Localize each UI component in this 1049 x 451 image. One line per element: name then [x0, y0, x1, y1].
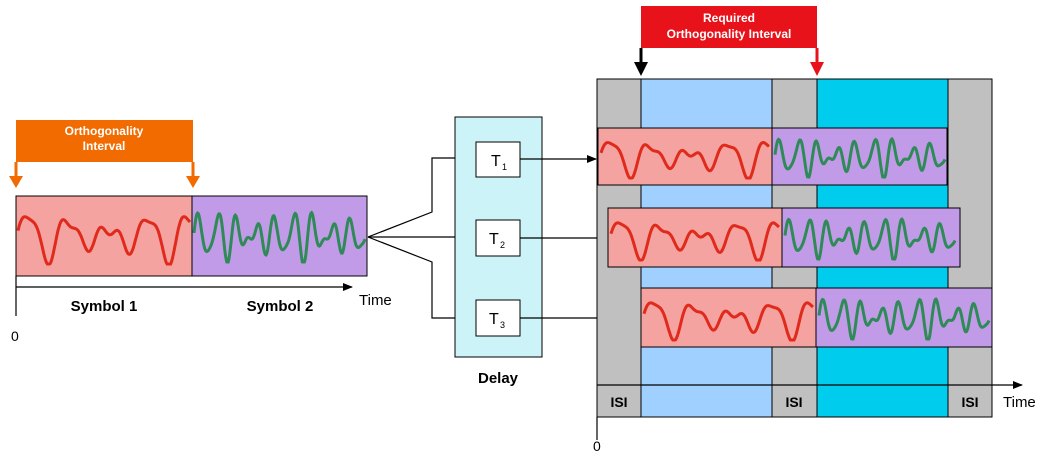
orthogonality-label-line1: Orthogonality: [65, 124, 144, 138]
branch-line-1: [367, 154, 471, 238]
orthogonality-right-arrowhead: [186, 176, 200, 188]
required-orthogonality-marker: Required Orthogonality Interval: [634, 6, 824, 76]
orthogonality-label-line2: Interval: [83, 139, 126, 153]
branch-line-3: [367, 236, 471, 322]
delay-label: Delay: [478, 370, 519, 387]
axis-label-isi-1: ISI: [610, 394, 627, 410]
path1-symbol2-waveform: [773, 136, 947, 179]
delay-tap-t2-name: T: [489, 231, 499, 248]
delay-tap-t1-sub: 1: [502, 162, 507, 172]
delay-tap-t3-box: [475, 299, 521, 337]
delay-tap-t3-name: T: [489, 311, 499, 328]
right-time-label: Time: [1003, 394, 1036, 411]
required-label-line2: Orthogonality Interval: [667, 27, 792, 41]
required-left-arrowhead: [634, 62, 648, 76]
required-interval-banner: [641, 6, 817, 48]
path1-symbol1-waveform: [599, 140, 770, 180]
left-symbol1-label: Symbol 1: [71, 298, 138, 315]
left-symbol2-label: Symbol 2: [247, 298, 314, 315]
delay-tap-t3: T 3: [475, 299, 521, 337]
delay-tap-t3-sub: 3: [500, 320, 505, 330]
path2-symbol2-box: [781, 207, 961, 268]
path2-symbol1-waveform: [609, 221, 780, 262]
required-right-arrowhead: [810, 62, 824, 76]
axis-label-isi-2: ISI: [785, 394, 802, 410]
left-time-label: Time: [359, 292, 392, 309]
right-origin-label: 0: [593, 438, 601, 451]
path3-symbol2-waveform: [817, 297, 991, 341]
delay-tap-t2-box: [475, 219, 521, 257]
delay-tap-t1-name: T: [491, 153, 501, 170]
path2-symbol2-waveform: [783, 217, 957, 261]
required-label-line1: Required: [703, 11, 755, 25]
axis-label-symbol2: Symbol 2: [851, 394, 913, 410]
path3-symbol1-waveform: [642, 301, 814, 342]
delay-tap-t1: T 1: [475, 141, 521, 178]
left-symbol2-waveform: [192, 210, 367, 264]
axis-label-isi-3: ISI: [961, 394, 978, 410]
delay-tap-t2-sub: 2: [500, 240, 505, 250]
delay-tap-t2: T 2: [475, 219, 521, 257]
right-panel: Required Orthogonality Interval ISI Symb…: [593, 6, 1036, 451]
left-symbol1-waveform: [16, 215, 192, 266]
axis-label-symbol1: Symbol 1: [675, 394, 737, 410]
left-origin-label: 0: [11, 328, 19, 344]
orthogonality-interval-banner: [16, 120, 193, 162]
delay-block: T 1 T 2 T 3 Delay: [454, 116, 543, 387]
orthogonality-left-arrowhead: [9, 176, 23, 188]
orthogonality-interval-marker: Orthogonality Interval: [9, 120, 200, 188]
delay-tap-t1-box: [475, 141, 521, 178]
left-panel: Orthogonality Interval Symbol 1 Symbol 2…: [9, 120, 392, 344]
